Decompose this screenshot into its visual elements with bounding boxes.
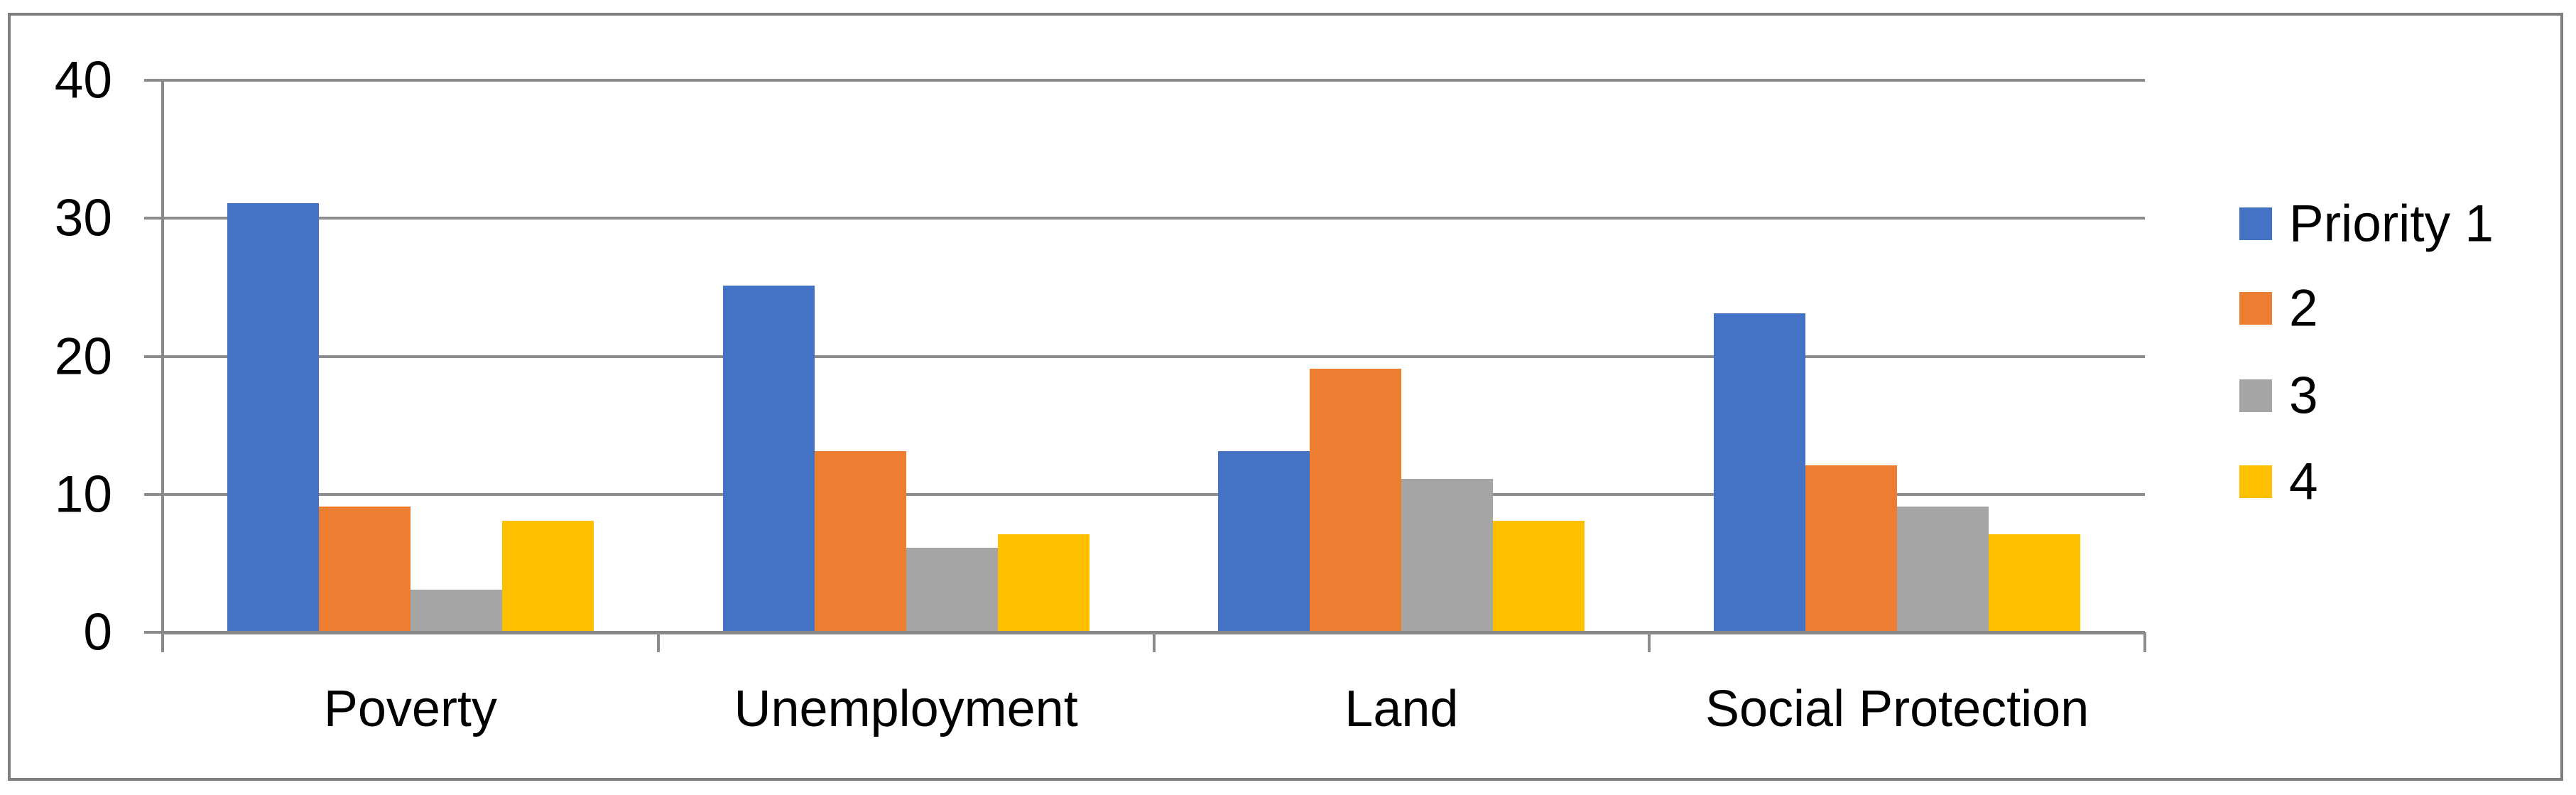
legend-label-4: 4 — [2289, 453, 2318, 511]
bar-poverty-series-3 — [411, 590, 502, 631]
legend-label-1: Priority 1 — [2289, 195, 2494, 253]
bar-poverty-series-1 — [227, 203, 319, 631]
bar-unemployment-series-2 — [815, 451, 906, 631]
bar-social-protection-series-1 — [1714, 313, 1805, 631]
bar-social-protection-series-4 — [1989, 534, 2080, 631]
y-axis-tick-label: 0 — [83, 603, 112, 661]
y-axis-tick-40 — [144, 79, 163, 82]
legend-swatch-2 — [2239, 292, 2272, 325]
bar-land-series-1 — [1218, 451, 1310, 631]
legend-swatch-1 — [2239, 207, 2272, 240]
legend-swatch-4 — [2239, 465, 2272, 498]
y-axis-tick-label: 10 — [54, 465, 112, 524]
gridline-y-40 — [163, 79, 2145, 82]
x-axis-category-label: Poverty — [323, 681, 497, 737]
figure-border — [8, 13, 2563, 781]
x-axis-tick-3 — [1648, 632, 1651, 652]
bar-poverty-series-4 — [502, 521, 594, 631]
legend-label-2: 2 — [2289, 279, 2318, 337]
bar-land-series-4 — [1493, 521, 1585, 631]
bar-unemployment-series-3 — [906, 548, 998, 631]
x-axis-tick-4 — [2143, 632, 2146, 652]
bar-social-protection-series-2 — [1805, 465, 1897, 631]
x-axis-category-label: Unemployment — [734, 681, 1078, 737]
bar-land-series-2 — [1310, 369, 1401, 631]
x-axis-category-label: Land — [1344, 681, 1459, 737]
gridline-y-10 — [163, 492, 2145, 496]
gridline-y-20 — [163, 355, 2145, 358]
y-axis-tick-0 — [144, 631, 163, 634]
y-axis-line — [161, 80, 164, 652]
gridline-y-30 — [163, 217, 2145, 220]
bar-poverty-series-2 — [319, 507, 411, 631]
y-axis-tick-30 — [144, 217, 163, 220]
y-axis-tick-10 — [144, 492, 163, 496]
x-axis-tick-2 — [1152, 632, 1156, 652]
x-axis-tick-1 — [656, 632, 660, 652]
y-axis-tick-label: 30 — [54, 189, 112, 247]
legend-swatch-3 — [2239, 379, 2272, 412]
bar-unemployment-series-4 — [998, 534, 1089, 631]
x-axis-category-label: Social Protection — [1705, 681, 2089, 737]
y-axis-tick-label: 20 — [54, 328, 112, 385]
legend-label-3: 3 — [2289, 367, 2318, 425]
bar-social-protection-series-3 — [1897, 507, 1989, 631]
y-axis-tick-label: 40 — [54, 51, 112, 109]
bar-land-series-3 — [1401, 479, 1493, 631]
y-axis-tick-20 — [144, 355, 163, 358]
bar-unemployment-series-1 — [723, 286, 815, 631]
